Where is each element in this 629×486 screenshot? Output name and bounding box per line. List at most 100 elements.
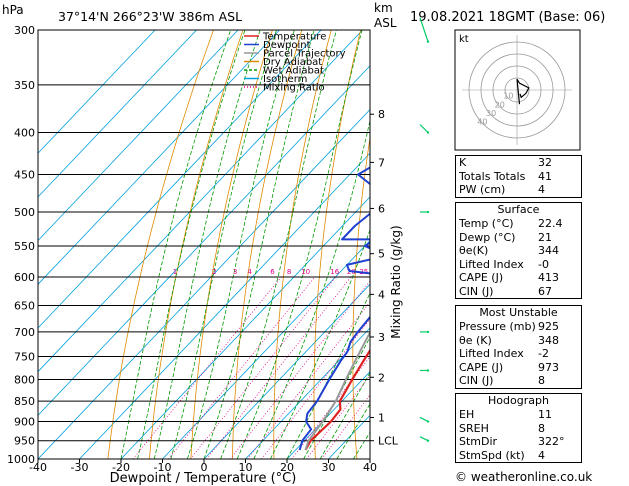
pressure-tick-label: 450 <box>14 168 35 181</box>
x-tick-label: 30 <box>322 461 336 474</box>
location-title: 37°14'N 266°23'W 386m ASL <box>58 9 242 24</box>
legend-entry: Dry Adiabat <box>263 57 322 68</box>
x-tick-label: -10 <box>154 461 172 474</box>
km-tick-label: 6 <box>378 202 385 215</box>
mixing-ratio-label: 6 <box>270 268 275 276</box>
isotherm-line <box>38 30 197 198</box>
hodograph-ring-label: 10 <box>503 92 513 101</box>
wet-adiabat-line <box>187 30 295 459</box>
surface-title: Surface <box>497 203 540 216</box>
legend-entry: Parcel Trajectory <box>263 49 346 60</box>
wet-adiabat-line <box>286 292 370 459</box>
surface-row: Dewp (°C) 21 <box>459 230 552 244</box>
km-tick-label: 3 <box>378 331 385 344</box>
index-row-totals: Totals Totals 41 <box>459 169 552 183</box>
x-tick-label: -20 <box>112 461 130 474</box>
pressure-tick-label: 800 <box>14 373 35 386</box>
most-unstable-row: CIN (J) 8 <box>459 374 545 387</box>
surface-table: Surface Temp (°C) 22.4 Dewp (°C) 21 θe(K) 3… <box>455 202 582 299</box>
pressure-tick-label: 500 <box>14 206 35 219</box>
pressure-tick-label: 1000 <box>7 453 35 466</box>
isotherm-line <box>203 283 370 459</box>
mixing-ratio-line <box>291 355 370 459</box>
km-tick-label: 5 <box>378 248 385 261</box>
mixing-ratio-label: 1 <box>173 268 177 276</box>
legend-entry: Wet Adiabat <box>263 66 324 77</box>
index-row-pw: PW (cm) 4 <box>459 183 545 196</box>
most-unstable-title: Most Unstable <box>479 306 558 319</box>
wet-adiabat-line <box>220 30 337 459</box>
wet-adiabat-line <box>253 119 370 459</box>
wet-adiabat-line <box>319 372 370 459</box>
wind-barb-dot <box>426 330 430 334</box>
wind-barb <box>419 436 429 442</box>
hodograph-table-title: Hodograph <box>488 394 549 407</box>
most-unstable-row: Pressure (mb) 925 <box>459 320 559 333</box>
parcel-trajectory-line <box>304 330 370 451</box>
hodograph-row: EH 11 <box>459 408 552 421</box>
dry-adiabat-line <box>427 30 449 459</box>
pressure-tick-label: 900 <box>14 415 35 428</box>
dry-adiabat-line <box>107 30 214 459</box>
isotherm-line <box>38 30 322 329</box>
wind-barb <box>419 17 429 42</box>
profile-series <box>298 166 370 451</box>
isotherm-line <box>79 152 370 459</box>
dry-adiabat-line <box>625 30 629 459</box>
hodograph-row: StmSpd (kt) 4 <box>459 448 545 462</box>
mixing-ratio-axis-label: Mixing Ratio (g/kg) <box>389 225 403 338</box>
legend-entry: Dewpoint <box>263 40 311 51</box>
km-tick-label: 4 <box>378 288 385 301</box>
legend-entry: Temperature <box>262 32 326 43</box>
surface-row: θe(K) 344 <box>459 244 559 257</box>
mixing-ratio-line <box>206 276 352 459</box>
x-tick-label: -40 <box>29 461 47 474</box>
mixing-ratio-label: 3 <box>233 268 237 276</box>
wet-adiabat-line <box>336 403 370 459</box>
dewpoint-line <box>298 166 370 451</box>
isotherm-line <box>38 30 239 242</box>
isotherm-line <box>38 30 156 154</box>
wet-adiabat-line <box>120 30 232 459</box>
surface-row: CAPE (J) 413 <box>459 271 559 284</box>
hodograph-row: StmDir 322° <box>459 435 565 448</box>
wind-barb <box>419 124 429 133</box>
surface-row: Lifted Index -0 <box>459 257 549 271</box>
legend-entry: Isotherm <box>263 74 307 85</box>
isotherm-line <box>286 371 370 459</box>
isotherm-line <box>38 65 370 416</box>
pressure-tick-label: 300 <box>14 24 35 37</box>
hodograph-unit-label: kt <box>459 34 469 45</box>
km-tick-label: 2 <box>378 371 385 384</box>
pressure-tick-label: 400 <box>14 127 35 140</box>
x-tick-label: 20 <box>280 461 294 474</box>
hodograph-ring-label: 30 <box>486 109 496 118</box>
mixing-ratio-label: 16 <box>330 268 339 276</box>
x-tick-label: 0 <box>201 461 208 474</box>
pressure-tick-label: 850 <box>14 395 35 408</box>
wind-barb-dot <box>426 131 430 134</box>
hpa-label: hPa <box>2 3 24 17</box>
mixing-ratio-label: 8 <box>287 268 291 276</box>
wind-barbs <box>419 17 430 442</box>
mixing-ratio-label: 10 <box>301 268 310 276</box>
isotherm-line <box>245 327 370 459</box>
pressure-tick-label: 750 <box>14 350 35 363</box>
hodograph-trace <box>516 78 530 105</box>
temperature-line <box>304 348 370 451</box>
x-tick-label: 10 <box>239 461 253 474</box>
mixing-ratio-label: 4 <box>247 268 252 276</box>
dry-adiabat-line <box>232 30 303 459</box>
x-axis-label: Dewpoint / Temperature (°C) <box>110 471 297 486</box>
dry-adiabat-line <box>352 135 370 459</box>
wind-barb-dot <box>426 210 430 214</box>
most-unstable-row: θe (K) 348 <box>459 333 559 347</box>
pressure-tick-label: 950 <box>14 435 35 448</box>
mixing-ratio-line <box>168 276 316 459</box>
km-tick-label: 8 <box>378 108 385 121</box>
asl-label: ASL <box>374 16 397 30</box>
x-tick-label: 40 <box>363 461 377 474</box>
most-unstable-row: Lifted Index -2 <box>459 347 549 360</box>
